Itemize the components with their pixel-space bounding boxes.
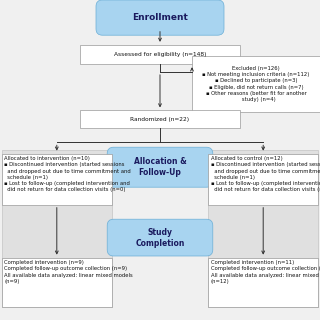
Text: Completed intervention (n=11)
Completed follow-up outcome collection (n=…)
All a: Completed intervention (n=11) Completed … (211, 260, 320, 284)
FancyBboxPatch shape (80, 110, 240, 128)
FancyBboxPatch shape (2, 154, 112, 205)
FancyBboxPatch shape (96, 0, 224, 35)
Text: Allocation &
Follow-Up: Allocation & Follow-Up (134, 157, 186, 177)
FancyBboxPatch shape (208, 258, 318, 307)
Text: Study
Completion: Study Completion (135, 228, 185, 248)
Bar (2, 150, 112, 307)
Text: Enrollment: Enrollment (132, 13, 188, 22)
FancyBboxPatch shape (107, 147, 213, 187)
FancyBboxPatch shape (2, 258, 112, 307)
Text: Allocated to control (n=12)
▪ Discontinued intervention (started sessions
  and : Allocated to control (n=12) ▪ Discontinu… (211, 156, 320, 192)
Text: Assessed for eligibility (n=148): Assessed for eligibility (n=148) (114, 52, 206, 57)
FancyBboxPatch shape (192, 56, 320, 112)
Text: Excluded (n=126)
▪ Not meeting inclusion criteria (n=112)
▪ Declined to particip: Excluded (n=126) ▪ Not meeting inclusion… (202, 66, 310, 102)
Text: Randomized (n=22): Randomized (n=22) (131, 117, 189, 122)
Bar (208, 150, 318, 307)
FancyBboxPatch shape (107, 219, 213, 256)
FancyBboxPatch shape (80, 45, 240, 64)
Text: Completed intervention (n=9)
Completed follow-up outcome collection (n=9)
All av: Completed intervention (n=9) Completed f… (4, 260, 133, 284)
FancyBboxPatch shape (208, 154, 318, 205)
Text: Allocated to intervention (n=10)
▪ Discontinued intervention (started sessions
 : Allocated to intervention (n=10) ▪ Disco… (4, 156, 131, 192)
